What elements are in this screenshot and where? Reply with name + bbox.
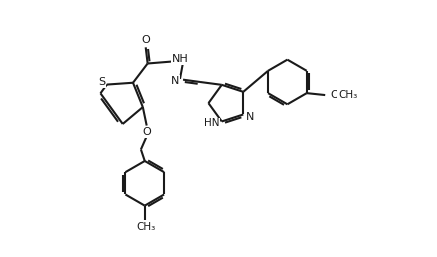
- Text: O: O: [142, 127, 151, 137]
- Text: N: N: [246, 112, 254, 122]
- Text: N: N: [171, 76, 180, 86]
- Text: CH₃: CH₃: [338, 90, 357, 100]
- Text: CH₃: CH₃: [136, 222, 155, 232]
- Text: O: O: [330, 90, 339, 100]
- Text: NH: NH: [172, 54, 188, 64]
- Text: O: O: [141, 35, 150, 45]
- Text: S: S: [98, 77, 105, 87]
- Text: HN: HN: [205, 118, 220, 128]
